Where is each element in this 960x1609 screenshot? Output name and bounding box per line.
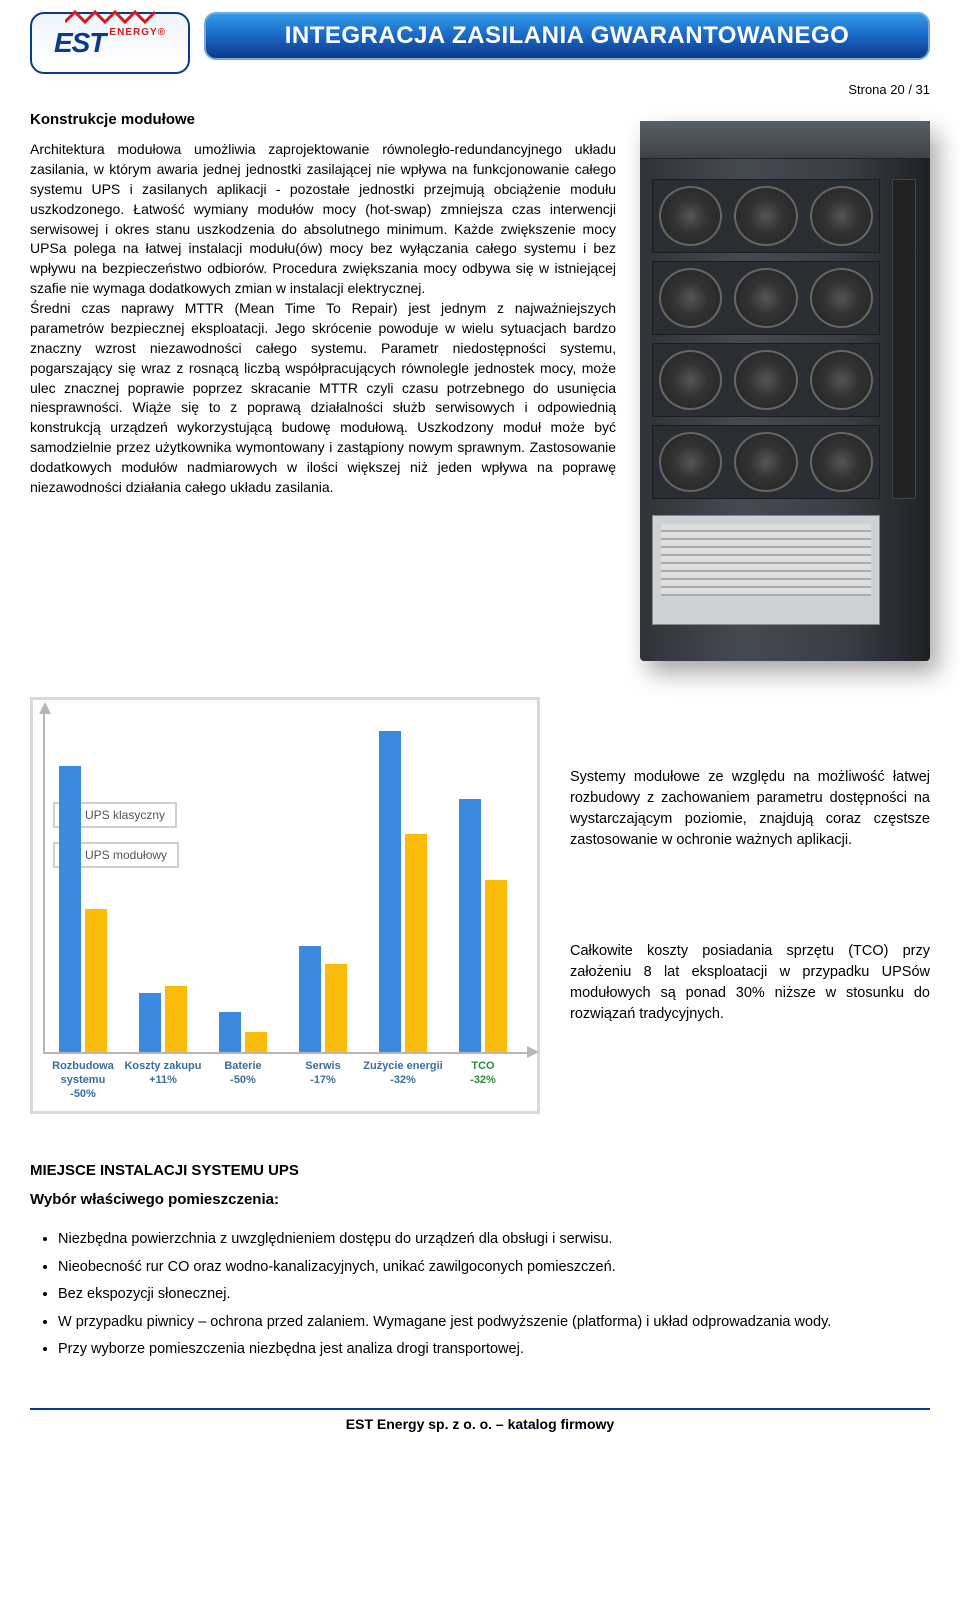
x-axis-label: Rozbudowa systemu-50%: [43, 1054, 123, 1101]
logo-main: EST: [54, 27, 105, 58]
x-axis-label: TCO-32%: [443, 1054, 523, 1101]
bar-modulowy: [85, 909, 107, 1052]
body-paragraph: Architektura modułowa umożliwia zaprojek…: [30, 140, 616, 498]
chart-side-text: Systemy modułowe ze względu na możliwość…: [570, 697, 930, 1025]
bar-klasyczny: [379, 731, 401, 1052]
bar-klasyczny: [59, 766, 81, 1052]
page-title: INTEGRACJA ZASILANIA GWARANTOWANEGO: [285, 22, 850, 50]
section2-sub: Wybór właściwego pomieszczenia:: [30, 1191, 930, 1208]
image-column: [640, 111, 930, 661]
text-column: Konstrukcje modułowe Architektura moduło…: [30, 111, 616, 661]
legend-label: UPS modułowy: [85, 848, 167, 862]
section-heading: Konstrukcje modułowe: [30, 111, 616, 128]
main-content: Konstrukcje modułowe Architektura moduło…: [30, 111, 930, 661]
chart-section: UPS klasyczny UPS modułowy Rozbudowa sys…: [30, 697, 930, 1114]
bullet-item: Bez ekspozycji słonecznej.: [58, 1281, 930, 1309]
bar-chart: UPS klasyczny UPS modułowy Rozbudowa sys…: [30, 697, 540, 1114]
ups-cabinet-image: [640, 121, 930, 661]
footer-rule: [30, 1408, 930, 1410]
side-paragraph-1: Systemy modułowe ze względu na możliwość…: [570, 767, 930, 851]
bar-klasyczny: [139, 993, 161, 1052]
page: EST ENERGY® INTEGRACJA ZASILANIA GWARANTO…: [0, 0, 960, 1462]
title-banner: INTEGRACJA ZASILANIA GWARANTOWANEGO: [204, 12, 930, 60]
footer-text: EST Energy sp. z o. o. – katalog firmowy: [30, 1416, 930, 1432]
bar-modulowy: [325, 964, 347, 1052]
x-axis-label: Zużycie energii-32%: [363, 1054, 443, 1101]
bar-modulowy: [165, 986, 187, 1052]
x-axis-label: Serwis-17%: [283, 1054, 363, 1101]
bar-modulowy: [485, 880, 507, 1052]
logo-sub: ENERGY®: [109, 27, 166, 38]
section2-heading: MIEJSCE INSTALACJI SYSTEMU UPS: [30, 1162, 930, 1179]
bar-klasyczny: [459, 799, 481, 1052]
header: EST ENERGY® INTEGRACJA ZASILANIA GWARANTO…: [30, 12, 930, 74]
bullet-item: W przypadku piwnicy – ochrona przed zala…: [58, 1309, 930, 1337]
bar-klasyczny: [219, 1012, 241, 1052]
side-paragraph-2: Całkowite koszty posiadania sprzętu (TCO…: [570, 941, 930, 1025]
bullet-item: Nieobecność rur CO oraz wodno-kanalizacy…: [58, 1254, 930, 1282]
bar-modulowy: [245, 1032, 267, 1052]
y-axis-arrow-icon: [39, 702, 51, 714]
x-axis-labels: Rozbudowa systemu-50%Koszty zakupu+11%Ba…: [43, 1054, 527, 1101]
bullet-list: Niezbędna powierzchnia z uwzględnieniem …: [30, 1226, 930, 1364]
x-axis-label: Baterie-50%: [203, 1054, 283, 1101]
bar-klasyczny: [299, 946, 321, 1052]
page-number: Strona 20 / 31: [30, 82, 930, 97]
legend-label: UPS klasyczny: [85, 808, 165, 822]
zigzag-icon: [65, 10, 155, 26]
bar-modulowy: [405, 834, 427, 1052]
logo-text: EST ENERGY®: [54, 27, 166, 59]
bullet-item: Przy wyborze pomieszczenia niezbędna jes…: [58, 1336, 930, 1364]
bullet-item: Niezbędna powierzchnia z uwzględnieniem …: [58, 1226, 930, 1254]
lower-section: MIEJSCE INSTALACJI SYSTEMU UPS Wybór wła…: [30, 1162, 930, 1364]
x-axis-arrow-icon: [527, 1046, 539, 1058]
logo: EST ENERGY®: [30, 12, 190, 74]
chart-plot-area: UPS klasyczny UPS modułowy: [43, 714, 527, 1054]
x-axis-label: Koszty zakupu+11%: [123, 1054, 203, 1101]
